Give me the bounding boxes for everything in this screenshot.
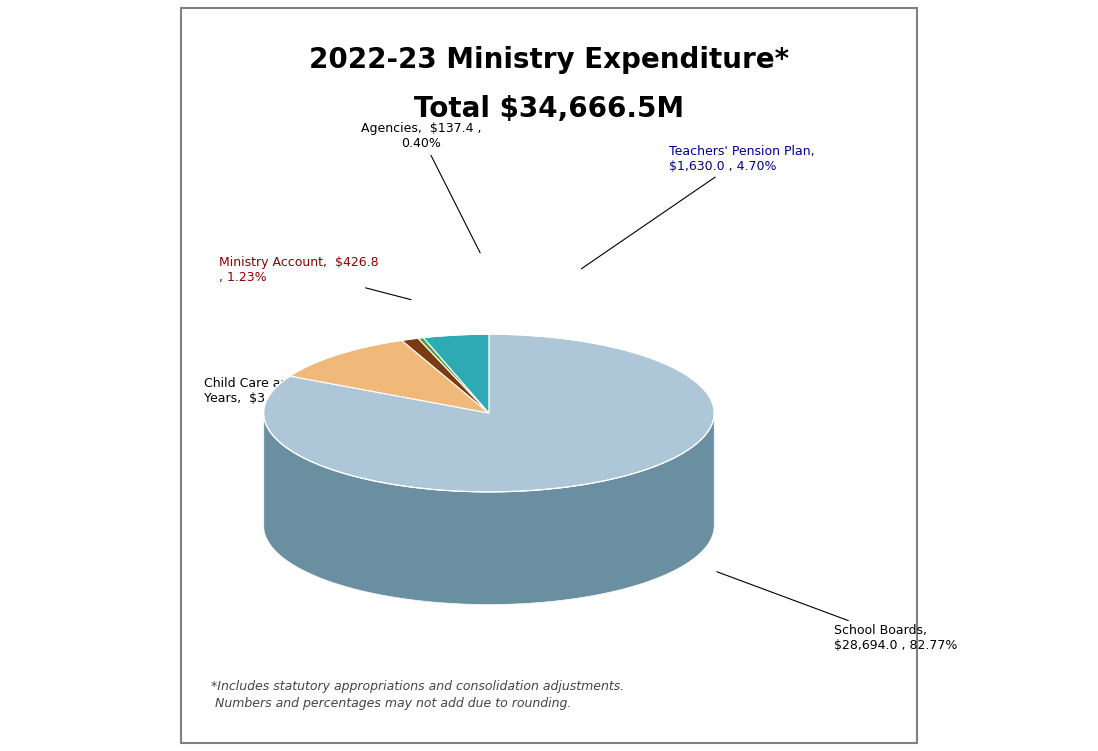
Text: Numbers and percentages may not add due to rounding.: Numbers and percentages may not add due … <box>211 697 571 710</box>
Polygon shape <box>402 338 489 413</box>
Text: Ministry Account,  $426.8
, 1.23%: Ministry Account, $426.8 , 1.23% <box>219 256 411 300</box>
Text: 2022-23 Ministry Expenditure*: 2022-23 Ministry Expenditure* <box>309 46 789 74</box>
Text: Teachers' Pension Plan,
$1,630.0 , 4.70%: Teachers' Pension Plan, $1,630.0 , 4.70% <box>581 145 815 269</box>
Text: Child Care and Early
Years,  $3,778.2 , 10.90%: Child Care and Early Years, $3,778.2 , 1… <box>203 376 365 419</box>
Polygon shape <box>264 334 714 492</box>
Text: *Includes statutory appropriations and consolidation adjustments.: *Includes statutory appropriations and c… <box>211 680 625 692</box>
Polygon shape <box>264 414 714 605</box>
Ellipse shape <box>264 447 714 605</box>
Text: School Boards,
$28,694.0 , 82.77%: School Boards, $28,694.0 , 82.77% <box>717 572 957 653</box>
Polygon shape <box>290 340 489 413</box>
Polygon shape <box>424 334 489 413</box>
Polygon shape <box>418 338 489 413</box>
Text: Agencies,  $137.4 ,
0.40%: Agencies, $137.4 , 0.40% <box>361 122 482 253</box>
Text: Total $34,666.5M: Total $34,666.5M <box>414 95 684 123</box>
